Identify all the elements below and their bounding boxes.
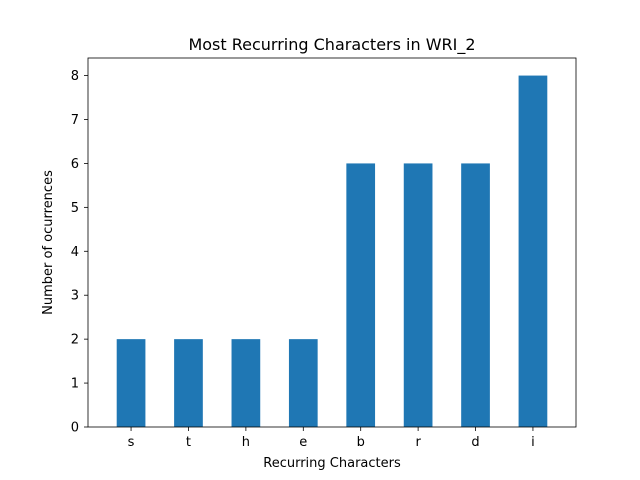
chart-title: Most Recurring Characters in WRI_2 — [188, 35, 475, 55]
y-tick-label-6: 6 — [71, 157, 79, 172]
y-tick-label-0: 0 — [71, 421, 79, 436]
bar-b — [346, 163, 376, 427]
x-tick-label-b: b — [357, 435, 365, 450]
y-tick-label-7: 7 — [71, 113, 79, 128]
y-tick-label-5: 5 — [71, 201, 79, 216]
y-tick-label-4: 4 — [71, 245, 79, 260]
x-tick-label-r: r — [415, 435, 421, 450]
bars-group — [116, 75, 548, 428]
axes-group — [87, 57, 577, 428]
y-tick-label-2: 2 — [71, 333, 79, 348]
bar-r — [403, 163, 433, 427]
y-tick-label-1: 1 — [71, 377, 79, 392]
x-tick-label-e: e — [299, 435, 307, 450]
bar-s — [116, 339, 146, 427]
ticks-group: s t h e b r d i 0 1 2 3 4 5 6 7 8 Recurring Characters Num… — [41, 69, 535, 471]
x-tick-label-h: h — [242, 435, 250, 450]
y-axis-label: Number of ocurrences — [41, 170, 56, 315]
bar-d — [461, 163, 490, 427]
y-tick-label-3: 3 — [71, 289, 79, 304]
y-tick-label-8: 8 — [71, 69, 79, 84]
bar-i — [518, 75, 548, 428]
x-tick-label-d: d — [471, 435, 479, 450]
x-tick-label-s: s — [128, 435, 135, 450]
bar-e — [288, 339, 318, 427]
x-tick-label-t: t — [186, 435, 191, 450]
plot-frame — [87, 57, 577, 428]
bar-h — [231, 339, 261, 427]
x-tick-label-i: i — [531, 435, 535, 450]
x-axis-label: Recurring Characters — [263, 456, 401, 471]
bar-t — [174, 339, 203, 427]
